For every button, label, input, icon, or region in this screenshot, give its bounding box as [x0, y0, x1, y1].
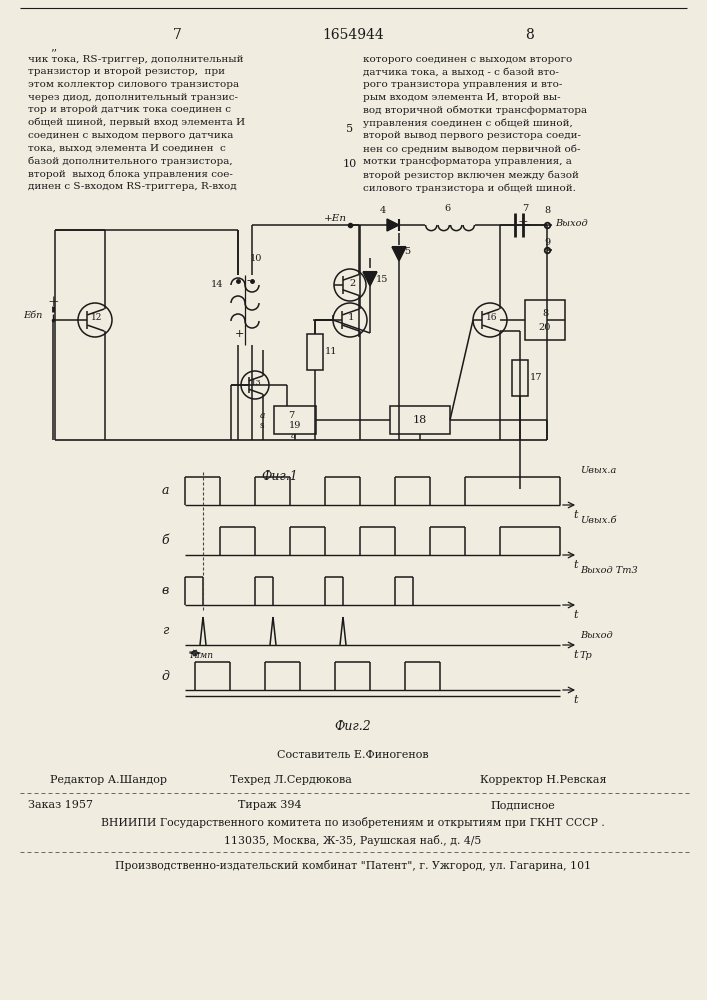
Text: 12: 12 — [91, 312, 103, 322]
Text: 1654944: 1654944 — [322, 28, 384, 42]
Text: 8: 8 — [544, 206, 550, 215]
Text: 15: 15 — [376, 274, 388, 284]
Text: Тр: Тр — [580, 651, 592, 660]
Text: a: a — [259, 412, 264, 420]
Text: ВНИИПИ Государственного комитета по изобретениям и открытиям при ГКНТ СССР .: ВНИИПИ Государственного комитета по изоб… — [101, 817, 605, 828]
Text: 5: 5 — [346, 124, 354, 134]
Text: t: t — [574, 650, 578, 660]
Text: 113035, Москва, Ж-35, Раушская наб., д. 4/5: 113035, Москва, Ж-35, Раушская наб., д. … — [224, 835, 481, 846]
Bar — [390, 406, 450, 434]
Text: Uвых.б: Uвых.б — [580, 516, 617, 525]
Text: Eбп: Eбп — [23, 310, 43, 320]
Text: +: + — [47, 295, 59, 309]
Text: 5: 5 — [404, 247, 410, 256]
Text: чик тока, RS-триггер, дополнительный
транзистор и второй резистор,  при
этом кол: чик тока, RS-триггер, дополнительный тра… — [28, 55, 245, 191]
Text: -: - — [247, 276, 251, 286]
Text: +: + — [518, 217, 529, 230]
Text: +: + — [235, 329, 244, 339]
Text: s: s — [259, 420, 264, 430]
Text: Фиг.2: Фиг.2 — [334, 720, 371, 733]
Text: г: г — [162, 624, 168, 638]
Bar — [525, 300, 565, 340]
Text: Выход Тт3: Выход Тт3 — [580, 566, 638, 575]
Text: 8: 8 — [525, 28, 534, 42]
Text: 6: 6 — [444, 204, 450, 213]
Text: 17: 17 — [530, 373, 542, 382]
Text: Выход: Выход — [580, 631, 613, 640]
Text: +Eп: +Eп — [324, 214, 347, 223]
Polygon shape — [387, 219, 399, 231]
Text: Производственно-издательский комбинат "Патент", г. Ужгород, ул. Гагарина, 101: Производственно-издательский комбинат "П… — [115, 860, 591, 871]
Text: Техред Л.Сердюкова: Техред Л.Сердюкова — [230, 775, 352, 785]
Text: a: a — [291, 432, 296, 440]
Text: которого соединен с выходом второго
датчика тока, а выход - с базой вто-
рого тр: которого соединен с выходом второго датч… — [363, 55, 587, 193]
Text: Корректор Н.Ревская: Корректор Н.Ревская — [480, 775, 607, 785]
Text: 7: 7 — [288, 410, 294, 420]
Bar — [512, 360, 528, 396]
Text: 2: 2 — [349, 278, 355, 288]
Text: 19: 19 — [289, 422, 301, 430]
Text: 18: 18 — [413, 415, 427, 425]
Text: Заказ 1957: Заказ 1957 — [28, 800, 93, 810]
Text: 8: 8 — [542, 308, 548, 318]
Text: в: в — [161, 584, 169, 597]
Text: 14: 14 — [211, 280, 223, 289]
Text: 20: 20 — [539, 322, 551, 332]
Text: 13: 13 — [250, 379, 262, 387]
Text: Tимп: Tимп — [189, 651, 214, 660]
Text: Фиг.1: Фиг.1 — [262, 470, 298, 483]
Text: д: д — [161, 670, 169, 682]
Text: Выход: Выход — [555, 219, 588, 228]
Text: Uвых.а: Uвых.а — [580, 466, 617, 475]
Polygon shape — [363, 272, 377, 286]
Text: 9: 9 — [544, 238, 550, 247]
Text: 10: 10 — [250, 254, 262, 263]
Text: t: t — [574, 510, 578, 520]
Text: Тираж 394: Тираж 394 — [238, 800, 302, 810]
Text: Редактор А.Шандор: Редактор А.Шандор — [50, 775, 167, 785]
Text: t: t — [574, 695, 578, 705]
Text: 4: 4 — [380, 206, 386, 215]
Bar — [307, 334, 323, 370]
Text: б: б — [161, 534, 169, 548]
Text: 11: 11 — [325, 348, 337, 357]
Text: 1: 1 — [348, 314, 354, 322]
Text: 16: 16 — [486, 312, 498, 322]
Polygon shape — [392, 247, 406, 261]
Text: ’’: ’’ — [50, 48, 57, 58]
Text: 7: 7 — [522, 204, 528, 213]
Bar — [274, 406, 316, 434]
Text: 7: 7 — [173, 28, 182, 42]
Text: Подписное: Подписное — [490, 800, 555, 810]
Text: Составитель Е.Финогенов: Составитель Е.Финогенов — [277, 750, 429, 760]
Text: 10: 10 — [343, 159, 357, 169]
Text: t: t — [574, 560, 578, 570]
Text: а: а — [161, 485, 169, 497]
Text: t: t — [574, 610, 578, 620]
